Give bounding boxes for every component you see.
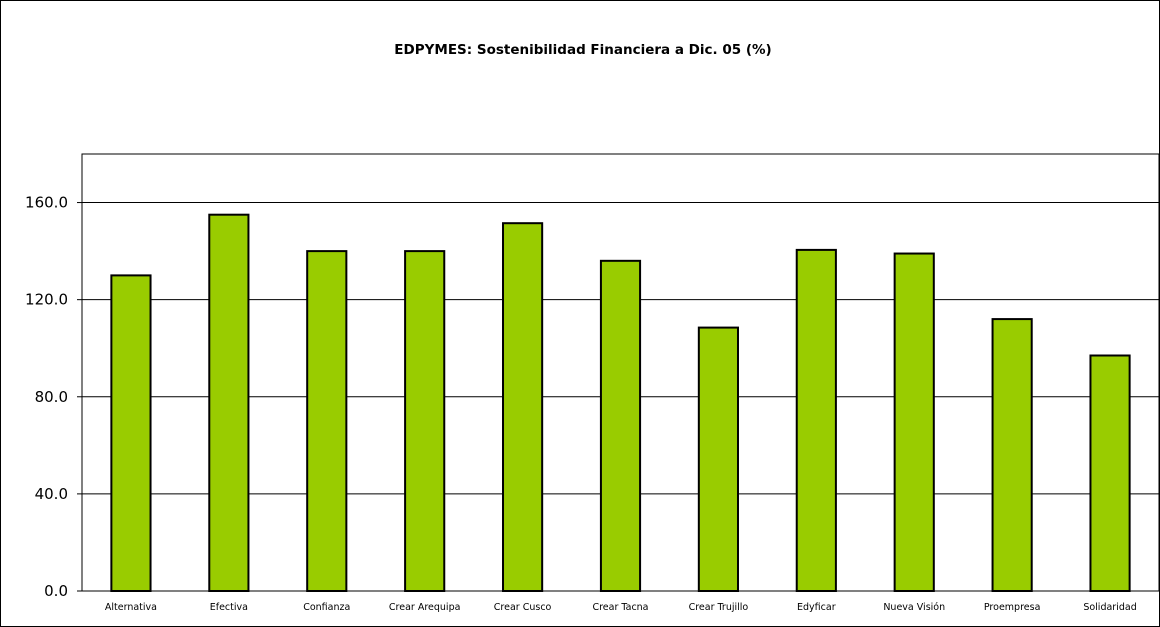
bar — [1090, 356, 1129, 591]
bar — [699, 328, 738, 591]
x-tick-label: Crear Tacna — [592, 602, 648, 613]
y-tick-label: 80.0 — [35, 388, 68, 406]
x-tick-label: Crear Trujillo — [689, 602, 749, 613]
bar — [601, 261, 640, 591]
y-tick-label: 120.0 — [25, 291, 68, 309]
chart-title: EDPYMES: Sostenibilidad Financiera a Dic… — [394, 42, 771, 58]
bar — [209, 215, 248, 591]
y-tick-label: 160.0 — [25, 194, 68, 212]
bar — [503, 223, 542, 591]
x-tick-label: Confianza — [303, 602, 350, 613]
bar — [405, 251, 444, 591]
x-tick-label: Efectiva — [210, 602, 248, 613]
y-tick-label: 40.0 — [35, 485, 68, 503]
bar — [797, 250, 836, 591]
x-tick-label: Crear Arequipa — [389, 602, 461, 613]
bar — [111, 275, 150, 591]
y-axis-ticks: 0.0 40.0 80.0 120.0 160.0 — [25, 194, 82, 600]
bar — [895, 254, 934, 591]
y-tick-label: 0.0 — [44, 582, 68, 600]
x-axis-ticks: Alternativa Efectiva Confianza Crear Arequi… — [105, 602, 1137, 613]
bar — [993, 319, 1032, 591]
x-tick-label: Alternativa — [105, 602, 157, 613]
x-tick-label: Crear Cusco — [494, 602, 552, 613]
bar — [307, 251, 346, 591]
x-tick-label: Proempresa — [984, 602, 1041, 613]
x-tick-label: Solidaridad — [1083, 602, 1136, 613]
x-tick-label: Nueva Visión — [883, 602, 945, 613]
x-tick-label: Edyficar — [797, 602, 836, 613]
